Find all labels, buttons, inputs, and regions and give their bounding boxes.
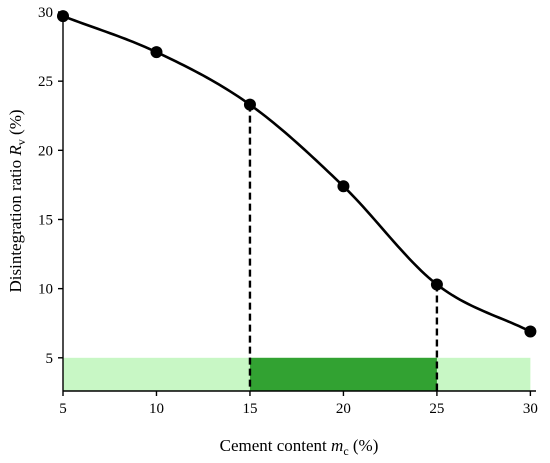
y-tick-label-5: 5 bbox=[46, 351, 54, 367]
series-line bbox=[62, 14, 531, 333]
data-point-15 bbox=[243, 98, 256, 111]
y-tick-label-20: 20 bbox=[38, 143, 53, 159]
x-tick-label-25: 25 bbox=[429, 401, 444, 417]
data-point-20 bbox=[337, 180, 350, 193]
data-point-30 bbox=[524, 325, 537, 338]
guides-layer bbox=[248, 104, 439, 391]
data-point-25 bbox=[430, 278, 443, 291]
data-point-5 bbox=[57, 10, 69, 23]
x-axis-label: Cement content mc (%) bbox=[220, 436, 379, 458]
y-axis-label: Disintegration ratio Rv (%) bbox=[6, 109, 28, 292]
y-tick-label-30: 30 bbox=[38, 5, 53, 21]
x-tick-label-5: 5 bbox=[59, 401, 67, 417]
band-1 bbox=[249, 357, 437, 391]
axes-layer: 5 10 15 20 25 30 5 10 15 20 25 30 bbox=[38, 5, 538, 417]
bands-layer bbox=[63, 357, 531, 391]
data-point-10 bbox=[150, 46, 163, 59]
points-layer bbox=[57, 10, 537, 338]
y-tick-label-10: 10 bbox=[38, 282, 53, 298]
y-tick-label-15: 15 bbox=[38, 212, 53, 228]
x-tick-label-30: 30 bbox=[523, 401, 538, 417]
x-tick-label-15: 15 bbox=[242, 401, 257, 417]
x-tick-label-20: 20 bbox=[336, 401, 351, 417]
y-tick-label-25: 25 bbox=[38, 74, 53, 90]
curve-layer bbox=[62, 14, 531, 333]
x-tick-label-10: 10 bbox=[149, 401, 164, 417]
